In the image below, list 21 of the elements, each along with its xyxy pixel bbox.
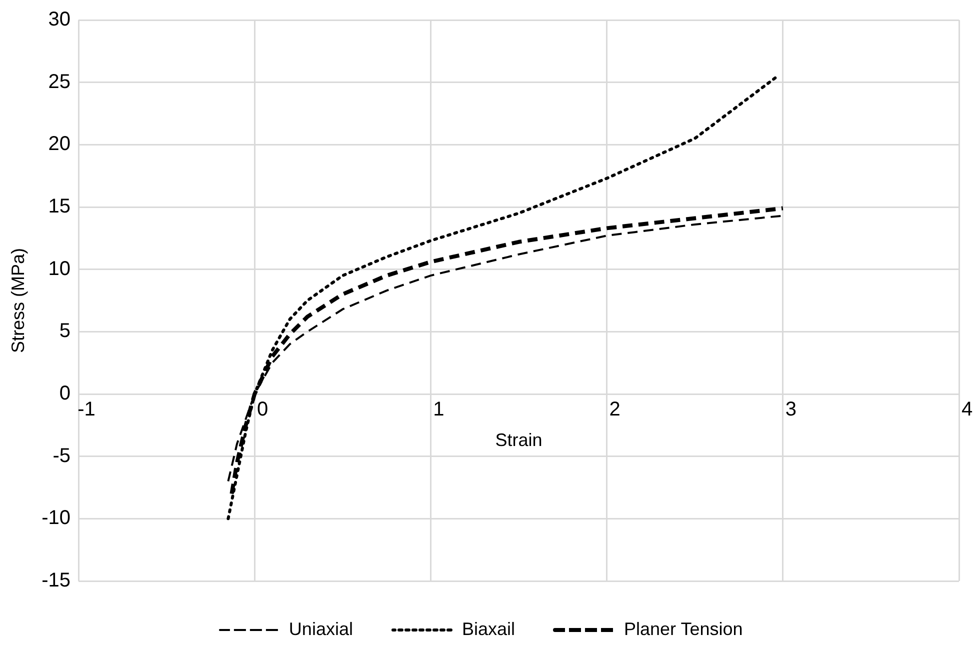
y-tick-label: 5 xyxy=(59,320,71,342)
y-tick-label: -5 xyxy=(52,444,71,467)
x-tick-label: 4 xyxy=(961,398,973,421)
x-tick-label: 2 xyxy=(609,398,620,421)
y-tick-label: 30 xyxy=(48,8,71,31)
y-axis-title: Stress (MPa) xyxy=(8,248,28,354)
y-tick-label: 20 xyxy=(48,133,71,156)
legend-label: Biaxail xyxy=(462,618,515,639)
x-tick-label: -1 xyxy=(78,398,96,421)
x-tick-label: 1 xyxy=(433,398,444,421)
y-tick-label: -10 xyxy=(42,507,71,530)
y-tick-label: 25 xyxy=(48,70,71,93)
y-tick-label: -15 xyxy=(42,570,71,592)
y-tick-label: 15 xyxy=(48,196,71,218)
x-tick-label: 0 xyxy=(257,398,268,421)
legend-label: Planer Tension xyxy=(624,618,743,639)
y-tick-label: 10 xyxy=(48,258,71,280)
y-tick-label: 0 xyxy=(59,382,71,405)
x-axis-title: Strain xyxy=(495,430,542,450)
x-tick-label: 3 xyxy=(785,398,796,421)
legend-label: Uniaxial xyxy=(288,618,353,639)
